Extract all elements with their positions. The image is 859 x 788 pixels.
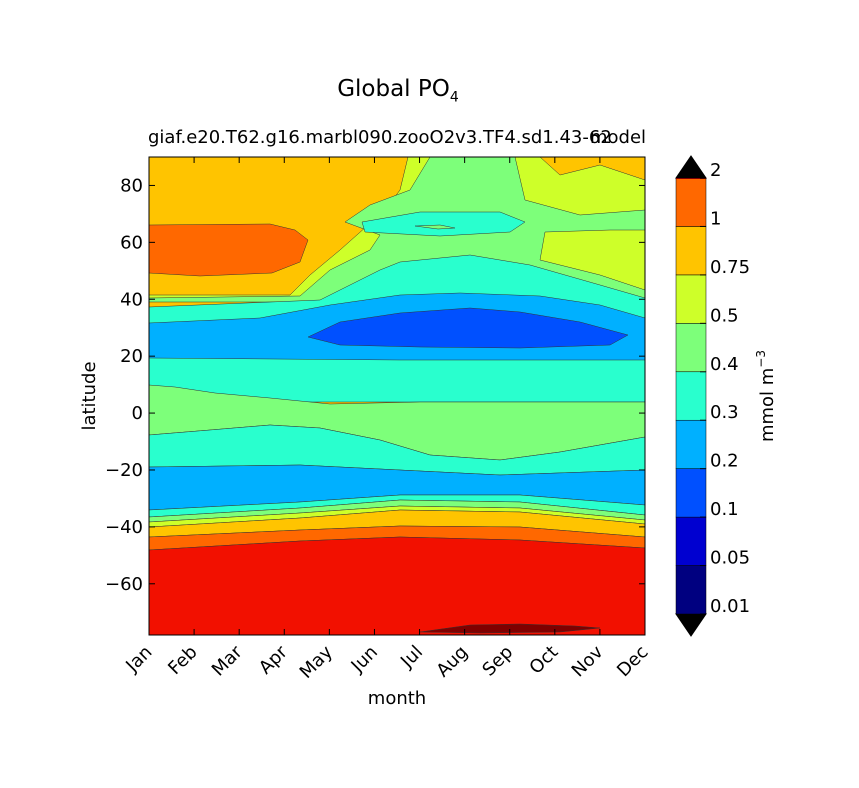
colorbar-cap — [676, 178, 706, 179]
y-tick-label: −40 — [105, 517, 143, 538]
chart-title: Global PO4 — [337, 76, 459, 106]
colorbar-tick-label: 0.3 — [710, 402, 739, 423]
x-tick-label: Aug — [432, 642, 472, 682]
colorbar-tick-label: 0.5 — [710, 305, 739, 326]
colorbar-bin — [675, 516, 707, 566]
band-deep-blue — [307, 307, 629, 349]
colorbar-bin — [675, 177, 707, 227]
colorbar-label: mmol m−3 — [754, 350, 778, 442]
colorbar-extend-min — [675, 613, 707, 637]
x-tick-label: Sep — [478, 642, 517, 681]
x-tick-label: Apr — [255, 641, 292, 678]
band-north-dark-orange — [149, 223, 309, 277]
colorbar-bin — [675, 274, 707, 324]
colorbar-bin — [675, 323, 707, 373]
y-tick-label: 40 — [120, 289, 143, 310]
y-axis-label: latitude — [79, 361, 100, 430]
band-green-arctic — [414, 224, 456, 230]
x-tick-label: Feb — [164, 642, 201, 679]
x-tick-label: Mar — [208, 641, 247, 680]
x-tick-label: Jul — [396, 642, 427, 673]
colorbar-tick-label: 0.4 — [710, 354, 739, 375]
x-tick-label: Dec — [613, 642, 652, 681]
colorbar-bin — [675, 419, 707, 469]
colorbar-bin — [675, 226, 707, 276]
chart-subtitle: giaf.e20.T62.g16.marbl090.zooO2v3.TF4.sd… — [148, 127, 612, 148]
band-red — [149, 536, 645, 635]
colorbar-tick-label: 0.1 — [710, 499, 739, 520]
colorbar-tick-label: 0.2 — [710, 451, 739, 472]
x-tick-label: Jan — [121, 642, 156, 677]
colorbar-tick-label: 0.05 — [710, 548, 750, 569]
x-axis-label: month — [368, 688, 426, 709]
y-tick-label: 60 — [120, 232, 143, 253]
band-cyan-arctic — [361, 211, 526, 237]
colorbar-bin — [675, 371, 707, 421]
colorbar-tick-label: 2 — [710, 160, 721, 181]
colorbar-bin — [675, 468, 707, 518]
x-tick-label: Jun — [347, 642, 382, 677]
y-tick-label: 80 — [120, 175, 143, 196]
x-tick-label: May — [296, 641, 337, 682]
x-tick-label: Nov — [568, 641, 608, 681]
chart-subtitle-overlay: model — [590, 127, 647, 148]
colorbar-bin — [675, 565, 707, 615]
y-axis: 80 60 40 20 0 −20 −40 −60 — [105, 175, 645, 595]
y-tick-label: −20 — [105, 460, 143, 481]
y-tick-label: 0 — [132, 403, 143, 424]
y-tick-label: −60 — [105, 574, 143, 595]
contour-fills — [149, 157, 645, 635]
colorbar-tick-label: 0.75 — [710, 257, 750, 278]
y-tick-label: 20 — [120, 346, 143, 367]
plot-frame — [148, 156, 646, 636]
colorbar-tick-label: 1 — [710, 208, 721, 229]
x-tick-label: Oct — [525, 642, 562, 679]
colorbar-extend-max — [675, 155, 707, 179]
colorbar-tick-label: 0.01 — [710, 596, 750, 617]
colorbar: 0.01 0.05 0.1 0.2 0.3 0.4 0.5 0.75 1 2 — [675, 155, 750, 637]
